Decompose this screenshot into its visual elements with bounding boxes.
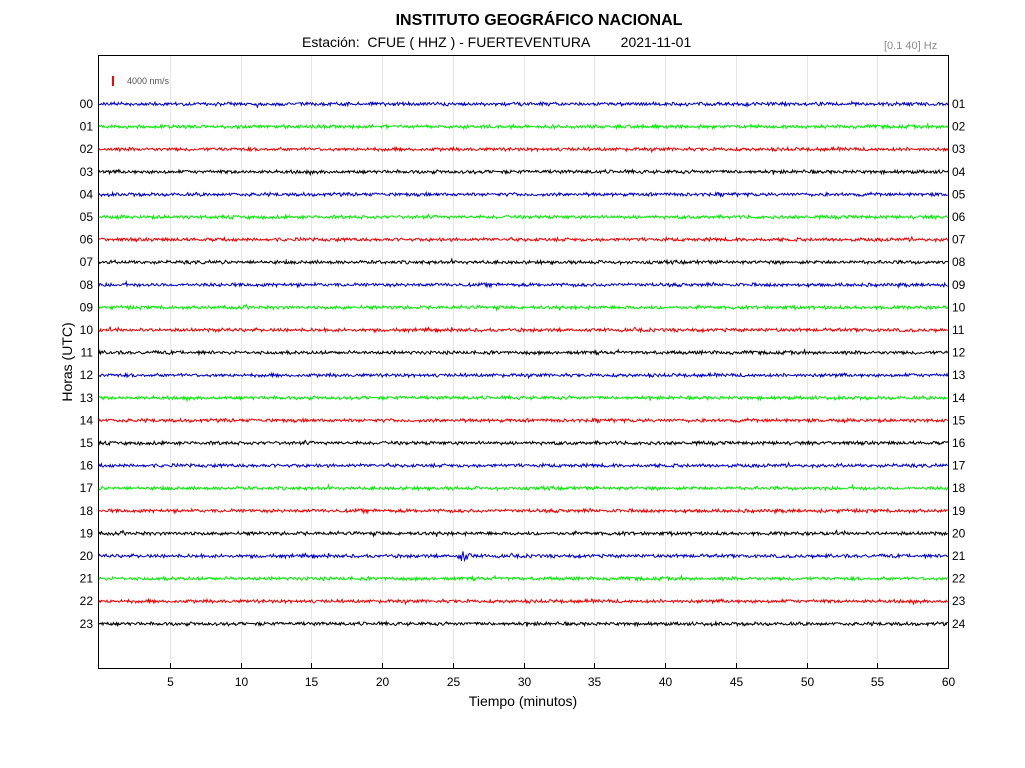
hour-label-left: 08 xyxy=(80,278,94,292)
filter-band-label: [0.1 40] Hz xyxy=(884,40,938,52)
hour-label-right: 22 xyxy=(952,572,966,586)
trace-hour-03 xyxy=(98,168,949,177)
hour-label-right: 21 xyxy=(952,549,966,563)
grid-lines xyxy=(170,56,878,668)
trace-hour-17 xyxy=(98,483,949,492)
amplitude-scale: 4000 nm/s xyxy=(112,76,170,86)
traces-group xyxy=(98,100,949,628)
hour-label-right: 24 xyxy=(952,617,966,631)
trace-hour-16 xyxy=(98,461,948,470)
hour-label-left: 14 xyxy=(80,413,94,427)
y-axis-label: Horas (UTC) xyxy=(59,322,75,401)
hour-label-left: 01 xyxy=(80,120,94,134)
x-tick-label: 45 xyxy=(730,675,744,689)
trace-hour-11 xyxy=(98,347,949,357)
x-tick-label: 15 xyxy=(305,675,319,689)
trace-hour-13 xyxy=(98,394,949,403)
trace-hour-18 xyxy=(98,507,949,515)
trace-hour-05 xyxy=(98,213,949,221)
hour-label-right: 10 xyxy=(952,300,966,314)
hour-label-right: 23 xyxy=(952,594,966,608)
trace-hour-07 xyxy=(98,257,949,266)
right-hour-labels: 01 02 03 04 05 06 07 08 09 10 11 12 13 14 15 16 17 18 19 20… xyxy=(952,97,966,631)
hour-label-left: 15 xyxy=(80,436,94,450)
hour-label-left: 11 xyxy=(81,346,94,360)
hour-label-left: 02 xyxy=(80,142,94,156)
hour-label-right: 11 xyxy=(952,323,965,337)
left-hour-labels: 00 01 02 03 04 05 06 07 08 09 10 11 12 13 14 15 16 17 18 19… xyxy=(80,97,94,631)
trace-hour-04 xyxy=(98,190,948,199)
hour-label-left: 07 xyxy=(80,255,94,269)
x-tick-label: 10 xyxy=(235,675,249,689)
trace-hour-14 xyxy=(98,416,949,425)
trace-hour-06 xyxy=(98,235,949,244)
hour-label-right: 12 xyxy=(952,346,966,360)
trace-hour-19 xyxy=(98,529,949,538)
hour-label-right: 09 xyxy=(952,278,966,292)
hour-label-left: 05 xyxy=(80,210,94,224)
x-tick-label: 20 xyxy=(376,675,390,689)
plot-frame xyxy=(98,55,949,669)
x-tick-label: 5 xyxy=(167,675,174,689)
hour-label-right: 02 xyxy=(952,120,966,134)
x-tick-label: 60 xyxy=(942,675,956,689)
hour-label-right: 14 xyxy=(952,391,966,405)
hour-label-left: 20 xyxy=(80,549,94,563)
hour-label-right: 04 xyxy=(952,165,966,179)
x-tick-label: 25 xyxy=(447,675,461,689)
trace-hour-01 xyxy=(98,121,949,131)
x-axis: 5 10 15 20 25 30 35 40 45 50 55 60 xyxy=(167,663,955,689)
hour-label-left: 10 xyxy=(80,323,94,337)
scale-label: 4000 nm/s xyxy=(127,76,170,86)
trace-hour-02 xyxy=(98,145,949,154)
x-tick-label: 55 xyxy=(871,675,885,689)
hour-label-left: 22 xyxy=(80,594,94,608)
hour-label-left: 09 xyxy=(80,300,94,314)
hour-label-right: 20 xyxy=(952,526,966,540)
x-tick-label: 30 xyxy=(518,675,532,689)
hour-label-left: 18 xyxy=(80,504,94,518)
trace-hour-12 xyxy=(98,371,949,380)
hour-label-left: 12 xyxy=(80,368,94,382)
hour-label-right: 05 xyxy=(952,187,966,201)
trace-hour-10 xyxy=(98,325,948,334)
hour-label-right: 13 xyxy=(952,368,966,382)
hour-label-right: 17 xyxy=(952,459,966,473)
trace-hour-09 xyxy=(98,303,949,312)
hour-label-left: 16 xyxy=(80,459,94,473)
trace-hour-20 xyxy=(98,551,949,563)
hour-label-left: 21 xyxy=(80,572,94,586)
hour-label-left: 00 xyxy=(80,97,94,111)
trace-hour-15 xyxy=(98,439,949,447)
hour-label-right: 03 xyxy=(952,142,966,156)
hour-label-left: 17 xyxy=(80,481,94,495)
trace-hour-21 xyxy=(98,573,949,583)
hour-label-left: 13 xyxy=(80,391,94,405)
hour-label-right: 18 xyxy=(952,481,966,495)
trace-hour-00 xyxy=(98,100,949,109)
x-axis-label: Tiempo (minutos) xyxy=(469,693,577,709)
chart-title: INSTITUTO GEOGRÁFICO NACIONAL xyxy=(395,12,683,29)
hour-label-left: 19 xyxy=(80,526,94,540)
hour-label-left: 03 xyxy=(80,165,94,179)
hour-label-right: 15 xyxy=(952,413,966,427)
hour-label-right: 01 xyxy=(952,97,966,111)
trace-hour-08 xyxy=(98,279,948,289)
hour-label-right: 08 xyxy=(952,255,966,269)
hour-label-right: 16 xyxy=(952,436,966,450)
x-tick-label: 50 xyxy=(801,675,815,689)
hour-label-right: 06 xyxy=(952,210,966,224)
hour-label-left: 23 xyxy=(80,617,94,631)
hour-label-right: 19 xyxy=(952,504,966,518)
trace-hour-23 xyxy=(98,620,949,628)
hour-label-left: 04 xyxy=(80,187,94,201)
hour-label-right: 07 xyxy=(952,233,966,247)
trace-hour-22 xyxy=(98,597,949,606)
station-subtitle: Estación: CFUE ( HHZ ) - FUERTEVENTURA 2… xyxy=(302,34,692,50)
x-tick-label: 40 xyxy=(659,675,673,689)
x-tick-label: 35 xyxy=(588,675,602,689)
hour-label-left: 06 xyxy=(80,233,94,247)
